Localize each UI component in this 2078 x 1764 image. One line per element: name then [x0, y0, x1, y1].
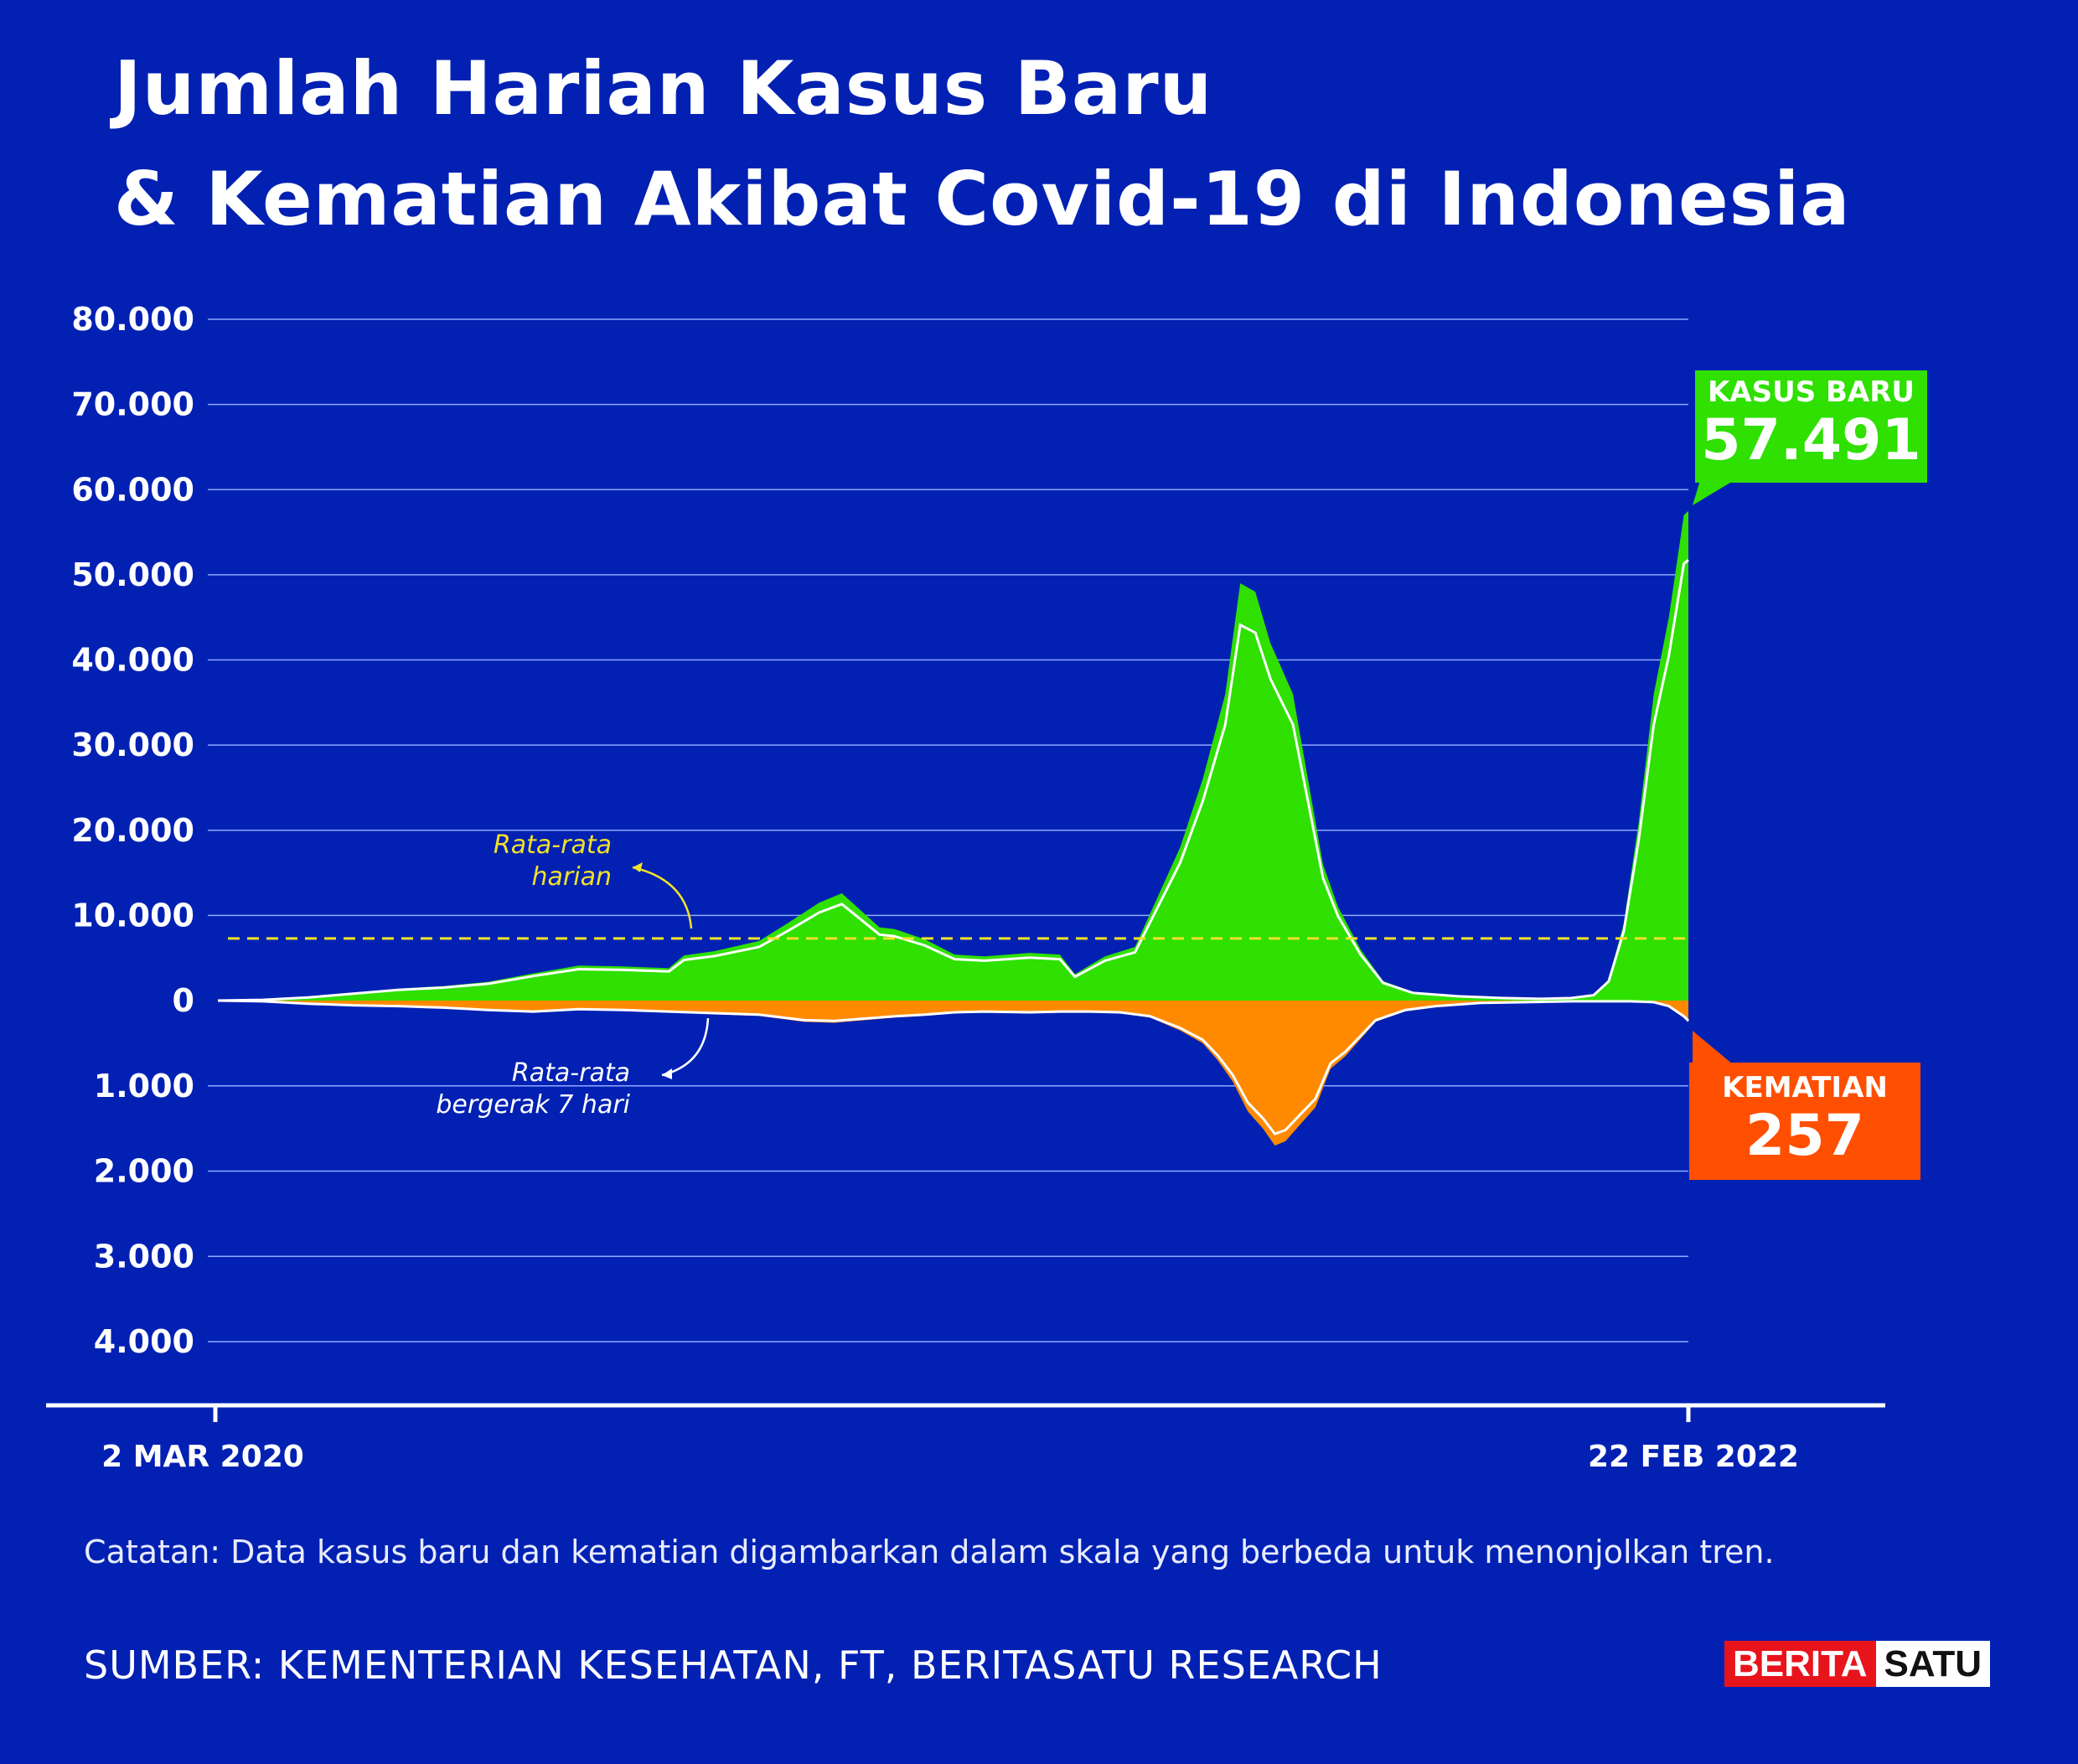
annotation-arrowhead-daily-average	[633, 862, 643, 872]
annotation-moving-average-line1: Rata-rata	[511, 1058, 630, 1088]
callout-deaths-value: 257	[1745, 1103, 1864, 1169]
series-area-deaths	[218, 1001, 1688, 1146]
chart-title: Jumlah Harian Kasus Baru & Kematian Akib…	[114, 34, 1851, 255]
annotation-arrowhead-moving-average	[662, 1068, 672, 1079]
callout-pointer-deaths	[1693, 1031, 1733, 1064]
annotation-moving-average-line2: bergerak 7 hari	[436, 1090, 630, 1120]
y-tick-label: 80.000	[71, 301, 194, 338]
y-tick-label: 40.000	[71, 642, 194, 679]
callout-deaths: KEMATIAN 257	[1689, 1063, 1920, 1180]
x-tick-label-end: 22 FEB 2022	[1588, 1440, 1799, 1474]
y-tick-label: 70.000	[71, 386, 194, 423]
callout-pointer-new-cases	[1693, 478, 1739, 505]
series-area-new-cases	[218, 510, 1688, 1001]
moving-average-line-deaths	[217, 999, 1690, 1135]
y-tick-label: 2.000	[94, 1153, 194, 1190]
title-line-1: Jumlah Harian Kasus Baru	[114, 45, 1213, 132]
title-line-2: & Kematian Akibat Covid-19 di Indonesia	[114, 156, 1851, 242]
annotation-arrow-daily-average	[632, 866, 693, 929]
moving-average-line-new-cases	[217, 559, 1689, 1002]
annotation-daily-average-line1: Rata-rata	[493, 830, 612, 860]
annotation-daily-average-line2: harian	[531, 862, 612, 892]
footnote: Catatan: Data kasus baru dan kematian di…	[84, 1534, 1775, 1570]
y-tick-label: 3.000	[94, 1238, 194, 1275]
y-tick-label: 30.000	[71, 727, 194, 763]
y-tick-label: 0	[173, 982, 194, 1019]
callout-deaths-label: KEMATIAN	[1722, 1071, 1888, 1104]
y-tick-label: 1.000	[94, 1068, 194, 1104]
annotation-arrow-moving-average	[661, 1017, 710, 1077]
callout-new-cases-label: KASUS BARU	[1707, 375, 1915, 409]
annotation-moving-average: Rata-rata bergerak 7 hari	[385, 1058, 630, 1121]
annotation-daily-average: Rata-rata harian	[452, 830, 612, 893]
x-tick-label-start: 2 MAR 2020	[101, 1440, 304, 1474]
y-tick-label: 50.000	[71, 556, 194, 593]
y-tick-label: 20.000	[71, 812, 194, 849]
y-tick-label: 60.000	[71, 471, 194, 508]
logo-part-satu: SATU	[1875, 1641, 1991, 1687]
brand-logo: BERITA SATU	[1724, 1641, 1991, 1687]
logo-part-berita: BERITA	[1724, 1641, 1876, 1687]
y-tick-label: 10.000	[71, 897, 194, 934]
callout-new-cases: KASUS BARU 57.491	[1695, 370, 1927, 483]
source-line: SUMBER: KEMENTERIAN KESEHATAN, FT, BERIT…	[84, 1642, 1383, 1688]
chart-area: 80.000 70.000 60.000 50.000 40.000 30.000 20.0…	[46, 301, 1885, 1474]
y-tick-label: 4.000	[94, 1323, 194, 1360]
callout-new-cases-value: 57.491	[1701, 407, 1921, 473]
